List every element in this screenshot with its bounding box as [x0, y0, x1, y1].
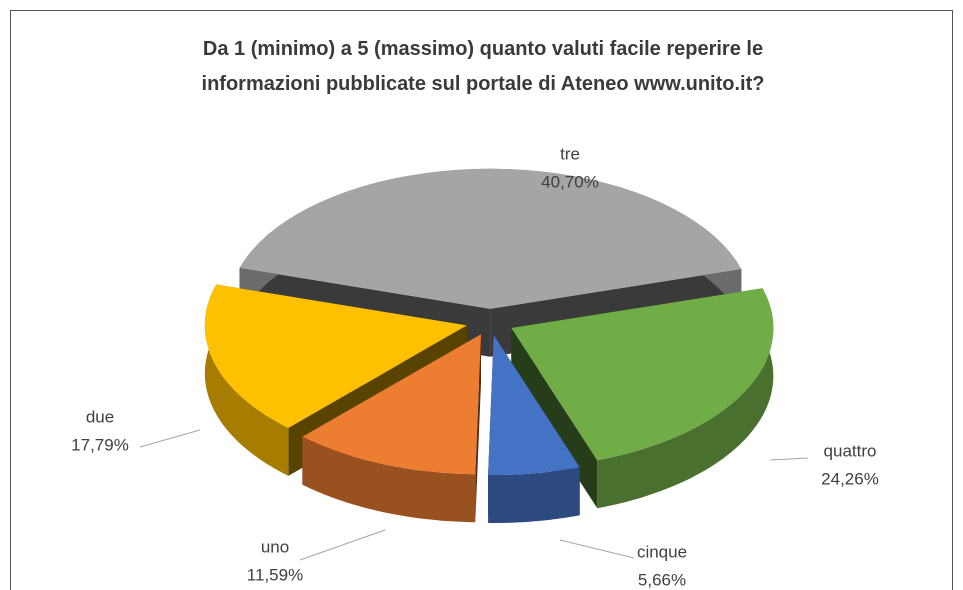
slice: [239, 168, 742, 309]
slice-wall: [597, 288, 774, 509]
slice: [511, 288, 774, 461]
data-label-category: due: [86, 407, 114, 426]
slice: [204, 284, 467, 428]
data-label-category: tre: [560, 144, 580, 163]
data-label-value: 11,59%: [247, 565, 303, 584]
chart-frame: [10, 10, 953, 590]
leader-line: [529, 186, 546, 191]
data-label-value: 40,70%: [541, 172, 599, 191]
chart-title: Da 1 (minimo) a 5 (massimo) quanto valut…: [201, 38, 765, 95]
slice: [488, 335, 580, 475]
slice-wall: [204, 284, 289, 476]
data-label-value: 24,26%: [821, 469, 879, 488]
leader-line: [299, 529, 386, 561]
data-label-category: quattro: [824, 441, 877, 460]
slice: [302, 334, 481, 475]
leader-line: [769, 457, 809, 461]
data-label-value: 5,66%: [638, 570, 686, 589]
slice-wall: [302, 436, 476, 523]
data-label-category: cinque: [637, 542, 687, 561]
leader-line: [559, 539, 635, 559]
slice-wall: [488, 467, 580, 523]
data-label-value: 17,79%: [71, 435, 129, 454]
leader-line: [139, 429, 201, 448]
data-label-category: uno: [261, 537, 289, 556]
